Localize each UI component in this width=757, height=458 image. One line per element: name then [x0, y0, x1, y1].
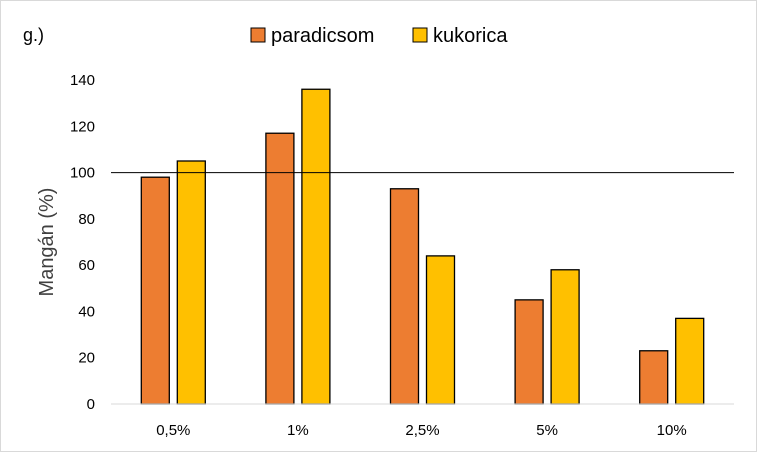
bar-paradicsom-2 [389, 188, 420, 405]
y-tick-label: 120 [70, 118, 95, 135]
legend-label-paradicsom: paradicsom [271, 25, 374, 47]
x-tick-label: 1% [287, 422, 309, 439]
legend-label-kukorica: kukorica [433, 25, 508, 47]
x-tick-label: 5% [536, 422, 558, 439]
bar-kukorica-1 [301, 88, 331, 405]
x-tick-labels: 0,5% 1% 2,5% 5% 10% [156, 422, 687, 439]
bar-kukorica-3 [550, 269, 580, 405]
y-tick-label: 100 [70, 165, 95, 182]
bar-paradicsom-3 [514, 299, 544, 405]
y-tick-label: 20 [78, 350, 95, 367]
legend: paradicsom kukorica [250, 25, 508, 47]
y-axis-label: Mangán (%) [36, 188, 58, 297]
y-tick-label: 0 [87, 396, 95, 413]
x-tick-label: 10% [657, 422, 687, 439]
x-tick-label: 2,5% [405, 422, 439, 439]
legend-swatch-kukorica [412, 27, 428, 43]
x-tick-label: 0,5% [156, 422, 190, 439]
y-tick-labels: 0 20 40 60 80 100 120 140 [70, 72, 95, 413]
bars [140, 88, 705, 405]
bar-paradicsom-0 [140, 176, 170, 405]
bar-paradicsom-1 [265, 132, 295, 405]
legend-swatch-paradicsom [250, 27, 266, 43]
bar-kukorica-0 [176, 160, 206, 405]
bar-kukorica-2 [425, 255, 456, 405]
y-tick-label: 80 [78, 211, 95, 228]
panel-label: g.) [23, 25, 44, 45]
bar-paradicsom-4 [639, 350, 669, 405]
y-tick-label: 60 [78, 257, 95, 274]
bar-kukorica-4 [675, 317, 705, 405]
y-tick-label: 40 [78, 303, 95, 320]
y-tick-label: 140 [70, 72, 95, 89]
